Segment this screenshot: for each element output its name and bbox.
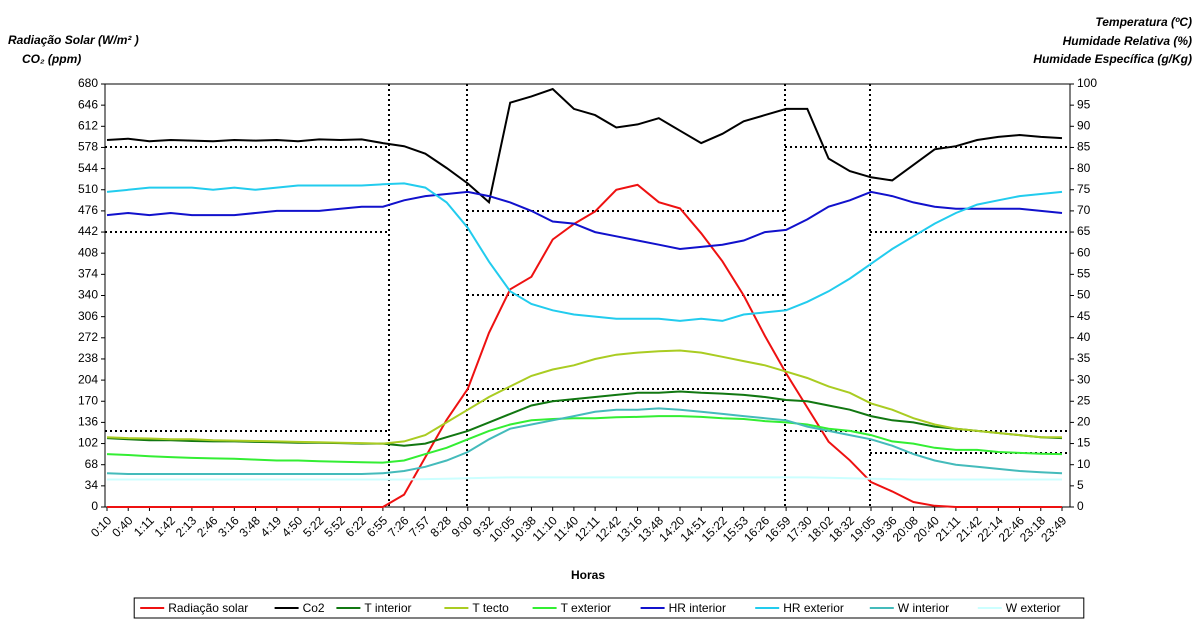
y-tick-label: 680 bbox=[78, 76, 98, 90]
x-tick-label: 0:40 bbox=[109, 513, 136, 540]
series-line bbox=[106, 349, 1062, 445]
y2-axis-title: Humidade Específica (g/Kg) bbox=[1033, 52, 1192, 66]
x-tick-label: 2:13 bbox=[173, 513, 200, 540]
y-tick-label: 68 bbox=[85, 457, 99, 471]
y-tick-label: 374 bbox=[78, 267, 98, 281]
legend-label: HR exterior bbox=[783, 601, 844, 615]
y2-tick-label: 55 bbox=[1077, 267, 1091, 281]
y2-tick-label: 100 bbox=[1077, 76, 1097, 90]
x-tick-label: 1:11 bbox=[131, 513, 157, 539]
y2-tick-label: 75 bbox=[1077, 182, 1091, 196]
x-tick-label: 4:50 bbox=[279, 513, 306, 540]
y2-tick-label: 50 bbox=[1077, 288, 1091, 302]
y2-tick-label: 80 bbox=[1077, 161, 1091, 175]
y2-tick-label: 10 bbox=[1077, 457, 1091, 471]
y2-tick-label: 95 bbox=[1077, 97, 1091, 111]
y2-axis-title: Humidade Relativa (%) bbox=[1063, 34, 1192, 48]
y-tick-label: 238 bbox=[78, 351, 98, 365]
y-tick-label: 34 bbox=[85, 478, 99, 492]
x-tick-label: 8:28 bbox=[428, 513, 455, 540]
y-tick-label: 204 bbox=[78, 372, 98, 386]
series-line bbox=[106, 407, 1063, 475]
y2-tick-label: 35 bbox=[1077, 351, 1091, 365]
series-line bbox=[106, 182, 1063, 322]
x-tick-label: 23:49 bbox=[1038, 513, 1069, 544]
y-tick-label: 544 bbox=[78, 161, 98, 175]
legend-label: W exterior bbox=[1006, 601, 1061, 615]
series-line bbox=[106, 87, 1063, 205]
y2-tick-label: 20 bbox=[1077, 415, 1091, 429]
legend-label: T tecto bbox=[472, 601, 509, 615]
y2-tick-label: 25 bbox=[1077, 393, 1091, 407]
series-line bbox=[106, 190, 1063, 251]
y2-tick-label: 65 bbox=[1077, 224, 1091, 238]
y2-tick-label: 40 bbox=[1077, 330, 1091, 344]
y-tick-label: 102 bbox=[78, 436, 98, 450]
legend-label: T interior bbox=[364, 601, 411, 615]
y2-tick-label: 60 bbox=[1077, 245, 1091, 259]
y-tick-label: 306 bbox=[78, 309, 98, 323]
legend-label: T exterior bbox=[561, 601, 611, 615]
series-line bbox=[107, 183, 1062, 508]
x-tick-label: 6:55 bbox=[364, 513, 391, 540]
x-tick-label: 4:19 bbox=[258, 513, 285, 540]
y-tick-label: 612 bbox=[78, 118, 98, 132]
y-axis-title: Radiação Solar (W/m² ) bbox=[8, 33, 139, 47]
x-tick-label: 7:57 bbox=[406, 513, 433, 540]
y-tick-label: 510 bbox=[78, 182, 98, 196]
x-tick-label: 3:48 bbox=[237, 513, 264, 540]
y-tick-label: 0 bbox=[91, 499, 98, 513]
x-tick-label: 1:42 bbox=[152, 513, 179, 540]
y2-tick-label: 30 bbox=[1077, 372, 1091, 386]
series-line bbox=[106, 415, 1063, 464]
y-tick-label: 646 bbox=[78, 97, 98, 111]
y2-tick-label: 15 bbox=[1077, 436, 1091, 450]
x-axis-title: Horas bbox=[571, 568, 605, 582]
y2-tick-label: 45 bbox=[1077, 309, 1091, 323]
y2-tick-label: 90 bbox=[1077, 118, 1091, 132]
y-tick-label: 476 bbox=[78, 203, 98, 217]
x-tick-label: 7:26 bbox=[385, 513, 412, 540]
y-tick-label: 578 bbox=[78, 140, 98, 154]
y-axis-title: CO₂ (ppm) bbox=[22, 52, 81, 66]
y2-tick-label: 85 bbox=[1077, 140, 1091, 154]
x-tick-label: 6:22 bbox=[343, 513, 370, 540]
legend-box bbox=[133, 597, 1085, 619]
x-tick-label: 2:46 bbox=[194, 513, 221, 540]
y-tick-label: 272 bbox=[78, 330, 98, 344]
y-tick-label: 136 bbox=[78, 415, 98, 429]
legend-label: W interior bbox=[898, 601, 949, 615]
legend-label: Co2 bbox=[303, 601, 325, 615]
y2-tick-label: 0 bbox=[1077, 499, 1084, 513]
x-tick-label: 5:22 bbox=[300, 513, 327, 540]
y2-axis-title: Temperatura (ºC) bbox=[1095, 15, 1192, 29]
x-tick-label: 0:10 bbox=[88, 513, 115, 540]
y-tick-label: 340 bbox=[78, 288, 98, 302]
x-tick-label: 5:52 bbox=[321, 513, 348, 540]
y-tick-label: 170 bbox=[78, 393, 98, 407]
y2-tick-label: 5 bbox=[1077, 478, 1084, 492]
x-tick-label: 9:00 bbox=[449, 513, 476, 540]
legend-label: Radiação solar bbox=[168, 601, 248, 615]
y2-tick-label: 70 bbox=[1077, 203, 1091, 217]
series-line bbox=[107, 476, 1062, 481]
y-tick-label: 408 bbox=[78, 245, 98, 259]
y-tick-label: 442 bbox=[78, 224, 98, 238]
legend-label: HR interior bbox=[669, 601, 726, 615]
x-tick-label: 3:16 bbox=[215, 513, 242, 540]
reference-lines bbox=[105, 84, 1070, 507]
